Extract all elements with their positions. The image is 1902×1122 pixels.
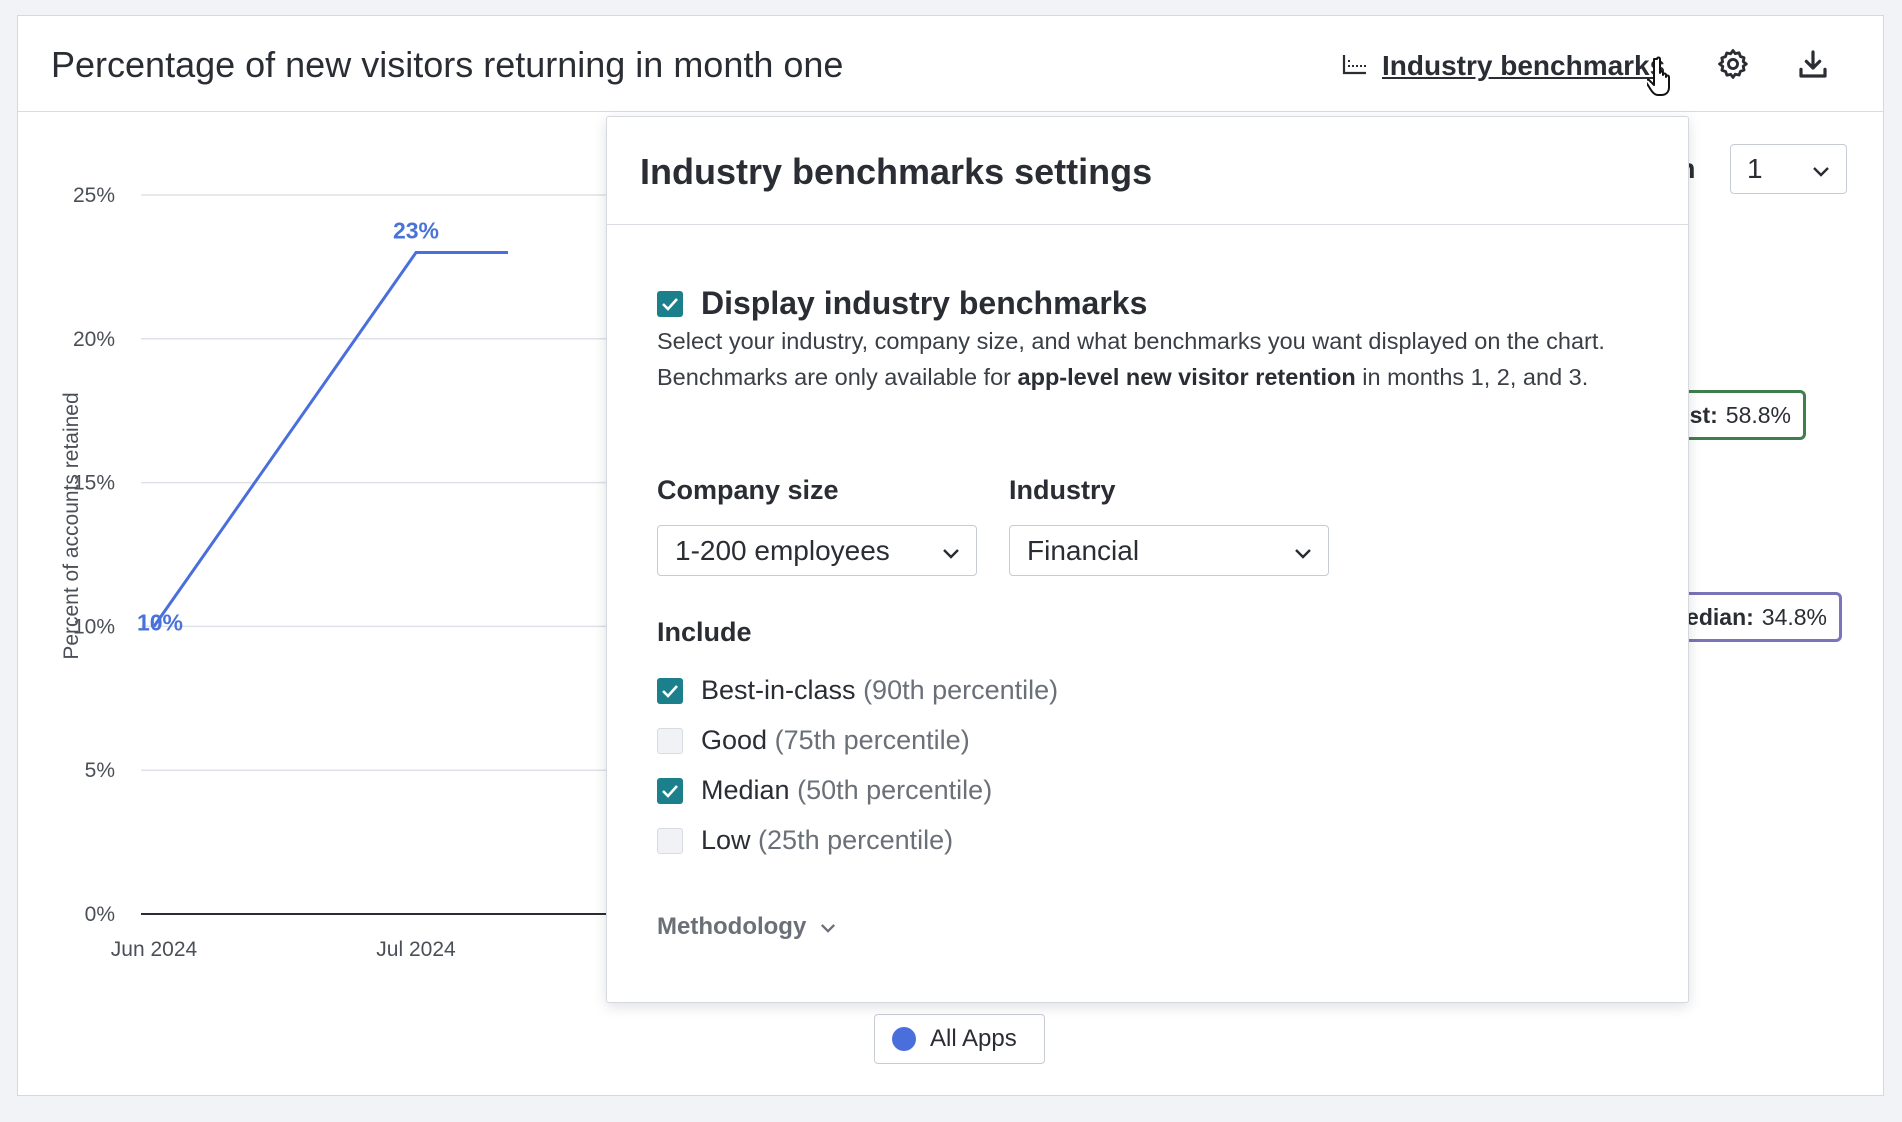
include-label: Include (657, 617, 752, 647)
chevron-down-icon (1812, 153, 1830, 185)
median-checkbox[interactable] (657, 777, 683, 804)
x-tick-label: Jun 2024 (111, 938, 198, 961)
y-axis-ticks: 25% 20% 15% 10% 5% 0% (73, 184, 115, 926)
best-in-class-checkbox[interactable] (657, 677, 683, 704)
best-tag-label: st: (1689, 401, 1718, 428)
median-tag-value: 34.8% (1761, 603, 1827, 630)
y-tick-label: 20% (73, 328, 115, 351)
month-select[interactable]: 1 (1730, 144, 1847, 194)
x-axis-ticks: Jun 2024 Jul 2024 (111, 938, 456, 961)
hand-cursor-icon (1644, 55, 1681, 102)
card-header: Percentage of new visitors returning in … (18, 16, 1883, 112)
industry-value: Financial (1027, 534, 1140, 566)
data-labels: 10% 23% (137, 218, 439, 636)
industry-benchmarks-label: Industry benchmarks (1382, 50, 1666, 81)
industry-benchmarks-popover: Industry benchmarks settings Display ind… (606, 116, 1689, 1003)
x-tick-label: Jul 2024 (376, 938, 456, 961)
methodology-toggle[interactable]: Methodology (657, 913, 836, 941)
median-tag-label: edian: (1686, 603, 1754, 630)
methodology-label: Methodology (657, 913, 807, 940)
page-title: Percentage of new visitors returning in … (51, 44, 844, 85)
y-tick-label: 25% (73, 184, 115, 207)
best-tag-value: 58.8% (1725, 401, 1791, 428)
low-checkbox[interactable] (657, 827, 683, 854)
description-text: Select your industry, company size, and … (657, 328, 1605, 390)
chart-series (152, 251, 508, 628)
check-icon (662, 784, 678, 798)
data-label: 23% (393, 218, 439, 244)
industry-select[interactable]: Financial (1009, 525, 1329, 576)
check-icon (662, 684, 678, 698)
y-tick-label: 15% (73, 472, 115, 495)
chevron-down-icon (820, 913, 836, 941)
gear-icon (1716, 47, 1750, 86)
chevron-down-icon (942, 535, 960, 567)
line-chart-icon (1342, 53, 1368, 80)
median-label: Median (50th percentile) (701, 775, 993, 805)
settings-button[interactable] (1713, 46, 1753, 86)
good-label: Good (75th percentile) (701, 725, 970, 755)
month-select-value: 1 (1747, 153, 1763, 184)
company-size-value: 1-200 employees (675, 534, 890, 566)
y-axis-label: Percent of accounts retained (60, 392, 83, 659)
series-line (152, 251, 508, 628)
y-tick-label: 0% (85, 903, 115, 926)
download-button[interactable] (1793, 46, 1833, 86)
option-low[interactable]: Low (25th percentile) (657, 825, 953, 856)
chevron-down-icon (1294, 535, 1312, 567)
y-tick-label: 5% (85, 759, 115, 782)
description-text-end: in months 1, 2, and 3. (1355, 364, 1589, 390)
y-tick-label: 10% (73, 615, 115, 638)
popover-header: Industry benchmarks settings (607, 117, 1688, 225)
company-size-select[interactable]: 1-200 employees (657, 525, 977, 576)
low-label: Low (25th percentile) (701, 825, 954, 855)
description-bold: app-level new visitor retention (1017, 364, 1356, 390)
company-size-label: Company size (657, 475, 839, 505)
option-median[interactable]: Median (50th percentile) (657, 775, 992, 806)
legend-color-dot (892, 1027, 916, 1051)
download-icon (1797, 48, 1829, 85)
data-label: 10% (137, 609, 183, 635)
display-benchmarks-checkbox[interactable] (657, 290, 683, 317)
industry-label: Industry (1009, 475, 1116, 505)
display-benchmarks-row[interactable]: Display industry benchmarks (657, 285, 1147, 322)
industry-benchmarks-link[interactable]: Industry benchmarks (1342, 46, 1665, 86)
best-in-class-label: Best-in-class (90th percentile) (701, 675, 1059, 705)
display-benchmarks-label: Display industry benchmarks (701, 285, 1148, 321)
popover-title: Industry benchmarks settings (640, 151, 1153, 192)
option-good[interactable]: Good (75th percentile) (657, 725, 970, 756)
check-icon (662, 297, 678, 311)
option-best-in-class[interactable]: Best-in-class (90th percentile) (657, 675, 1058, 706)
popover-description: Select your industry, company size, and … (657, 323, 1627, 395)
good-checkbox[interactable] (657, 727, 683, 754)
legend-label: All Apps (930, 1025, 1017, 1052)
legend-all-apps[interactable]: All Apps (874, 1014, 1045, 1064)
